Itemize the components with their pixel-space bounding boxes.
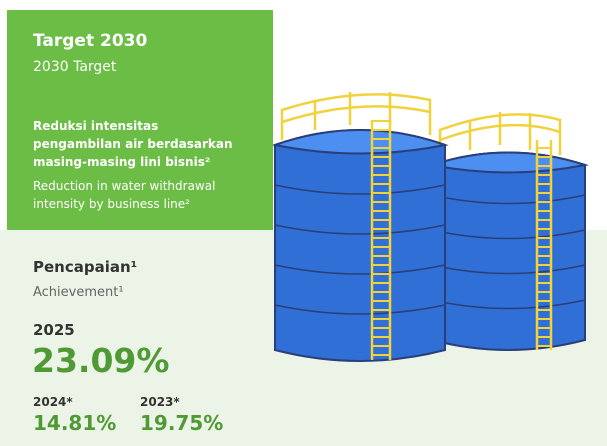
achievement-title: Pencapaian¹ [33, 258, 137, 276]
year: 2023* [140, 395, 180, 409]
target-label: masing-masing lini bisnis² [33, 155, 210, 169]
value: 14.81% [33, 411, 116, 435]
year: 2025 [33, 321, 75, 339]
year: 2024* [33, 395, 73, 409]
achievement-subtitle: Achievement¹ [33, 285, 124, 300]
page: Target 2030 2030 Target Reduksi intensit… [0, 0, 607, 446]
tank-back [432, 112, 585, 350]
target-label: pengambilan air berdasarkan [33, 137, 233, 151]
target-label-en: intensity by business line² [33, 197, 190, 211]
value: 19.75% [140, 411, 223, 435]
value: 23.09% [32, 341, 169, 380]
subtitle: 2030 Target [33, 59, 116, 75]
title: Target 2030 [33, 31, 147, 51]
tank-front [275, 92, 445, 361]
target-label: Reduksi intensitas [33, 119, 158, 133]
target-label-en: Reduction in water withdrawal [33, 179, 215, 193]
